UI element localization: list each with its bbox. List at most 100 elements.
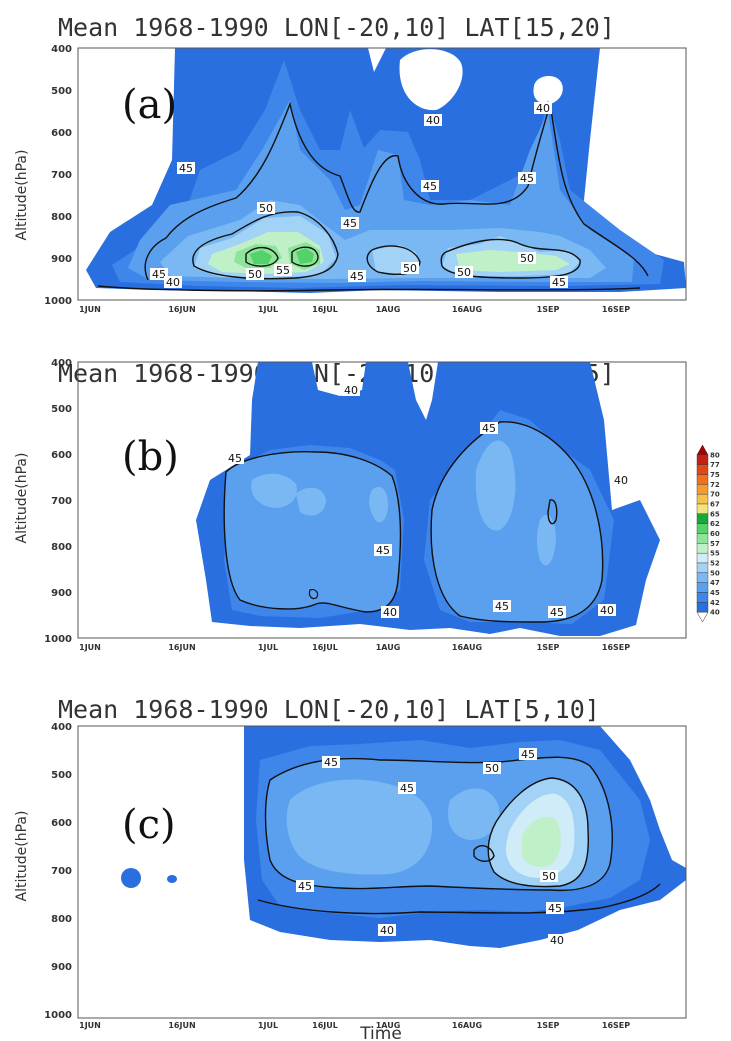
x-tick: 1JUN: [79, 643, 101, 652]
x-tick: 16JUN: [168, 643, 195, 652]
panel-c-blob-1: [121, 868, 141, 888]
colorbar-segment: [696, 493, 709, 505]
y-tick: 500: [51, 770, 72, 781]
colorbar-segment: [696, 562, 709, 574]
y-tick: 600: [51, 450, 72, 461]
clabel: 40: [344, 384, 358, 397]
colorbar-segment: [696, 474, 709, 485]
clabel: 45: [228, 452, 242, 465]
clabel: 40: [383, 606, 397, 619]
clabel: 40: [166, 276, 180, 289]
colorbar-tick-label: 57: [710, 540, 720, 548]
colorbar-tick-label: 45: [710, 589, 720, 597]
panel-b-label: (b): [122, 434, 179, 480]
colorbar-tick-label: 55: [710, 550, 720, 558]
y-tick: 500: [51, 86, 72, 97]
clabel: 50: [248, 268, 262, 281]
colorbar-segment: [696, 602, 709, 613]
x-tick: 16AUG: [452, 643, 482, 652]
colorbar-tick-label: 62: [710, 520, 720, 528]
x-tick: 16AUG: [452, 1021, 482, 1030]
panel-b-frame: [77, 361, 687, 639]
clabel: 45: [376, 544, 390, 557]
panel-c-contour-47: [286, 779, 500, 875]
clabel: 45: [423, 180, 437, 193]
colorbar-segment: [696, 503, 709, 515]
panel-c-contour-labels: 45 45 50 45 45 50 45 40 40: [296, 748, 566, 947]
y-tick: 600: [51, 818, 72, 829]
clabel: 45: [552, 276, 566, 289]
clabel: 45: [550, 606, 564, 619]
y-tick: 800: [51, 212, 72, 223]
panel-a-label: (a): [122, 82, 177, 128]
panel-b: Mean 1968-1990 LON[-20,10] LAT[10,15] Al…: [14, 358, 687, 652]
x-tick: 1SEP: [537, 643, 560, 652]
clabel: 50: [542, 870, 556, 883]
clabel: 45: [548, 902, 562, 915]
panel-c-xticks: 1JUN 16JUN 1JUL 16JUL 1AUG 16AUG 1SEP 16…: [79, 1021, 630, 1030]
panel-c-field: 45 45 50 45 45 50 45 40 40: [121, 726, 686, 948]
panel-b-contour-labels: 40 45 45 40 45 40 45 45 40: [226, 384, 630, 619]
panel-c-ylabel: Altitude(hPa): [14, 811, 30, 902]
colorbar-tick-label: 67: [710, 501, 720, 509]
colorbar-tick-label: 42: [710, 599, 720, 607]
colorbar-segment: [696, 533, 709, 544]
y-tick: 1000: [44, 1010, 72, 1021]
panel-b-ylabel: Altitude(hPa): [14, 453, 30, 544]
colorbar-segment: [696, 582, 709, 593]
clabel: 45: [400, 782, 414, 795]
panel-a-frame: [77, 47, 687, 301]
clabel: 45: [495, 600, 509, 613]
clabel: 40: [550, 934, 564, 947]
y-tick: 600: [51, 128, 72, 139]
clabel: 45: [520, 172, 534, 185]
y-tick: 700: [51, 170, 72, 181]
x-tick: 16JUL: [312, 643, 338, 652]
x-tick: 1SEP: [537, 305, 560, 314]
clabel: 40: [426, 114, 440, 127]
colorbar-segment: [696, 523, 709, 534]
panel-c-yticks: 400 500 600 700 800 900 1000: [44, 722, 72, 1021]
clabel: 55: [276, 264, 290, 277]
x-tick: 1AUG: [376, 305, 401, 314]
clabel: 40: [380, 924, 394, 937]
y-tick: 400: [51, 722, 72, 733]
x-tick: 1JUN: [79, 1021, 101, 1030]
colorbar-segment: [696, 513, 709, 524]
clabel: 45: [521, 748, 535, 761]
panel-a-ylabel: Altitude(hPa): [14, 150, 30, 241]
colorbar-segment: [696, 464, 709, 475]
colorbar-tick-label: 77: [710, 461, 720, 469]
x-tick: 1JUL: [258, 643, 278, 652]
colorbar-tick-label: 47: [710, 579, 720, 587]
clabel: 45: [324, 756, 338, 769]
y-tick: 700: [51, 866, 72, 877]
panel-b-xticks: 1JUN 16JUN 1JUL 16JUL 1AUG 16AUG 1SEP 16…: [79, 643, 630, 652]
x-tick: 16JUN: [168, 305, 195, 314]
y-tick: 1000: [44, 634, 72, 645]
x-tick: 16AUG: [452, 305, 482, 314]
colorbar-tick-label: 65: [710, 510, 720, 518]
panel-b-field: 40 45 45 40 45 40 45 45 40: [196, 362, 660, 636]
colorbar-tick-label: 80: [710, 451, 720, 459]
clabel: 45: [152, 268, 166, 281]
colorbar-segment: [696, 592, 709, 603]
panel-c-frame: [77, 725, 687, 1019]
x-tick: 16JUL: [312, 305, 338, 314]
y-tick: 800: [51, 914, 72, 925]
y-tick: 700: [51, 496, 72, 507]
clabel: 45: [482, 422, 496, 435]
x-tick: 1JUL: [258, 305, 278, 314]
y-tick: 900: [51, 588, 72, 599]
x-tick: 16JUL: [312, 1021, 338, 1030]
x-tick: 1SEP: [537, 1021, 560, 1030]
colorbar-segment: [696, 543, 709, 554]
panel-a: Mean 1968-1990 LON[-20,10] LAT[15,20] Al…: [14, 13, 687, 314]
clabel: 50: [403, 262, 417, 275]
x-tick: 1AUG: [376, 643, 401, 652]
colorbar-min-arrow: [696, 611, 709, 623]
clabel: 45: [343, 217, 357, 230]
panel-a-title: Mean 1968-1990 LON[-20,10] LAT[15,20]: [58, 13, 615, 42]
